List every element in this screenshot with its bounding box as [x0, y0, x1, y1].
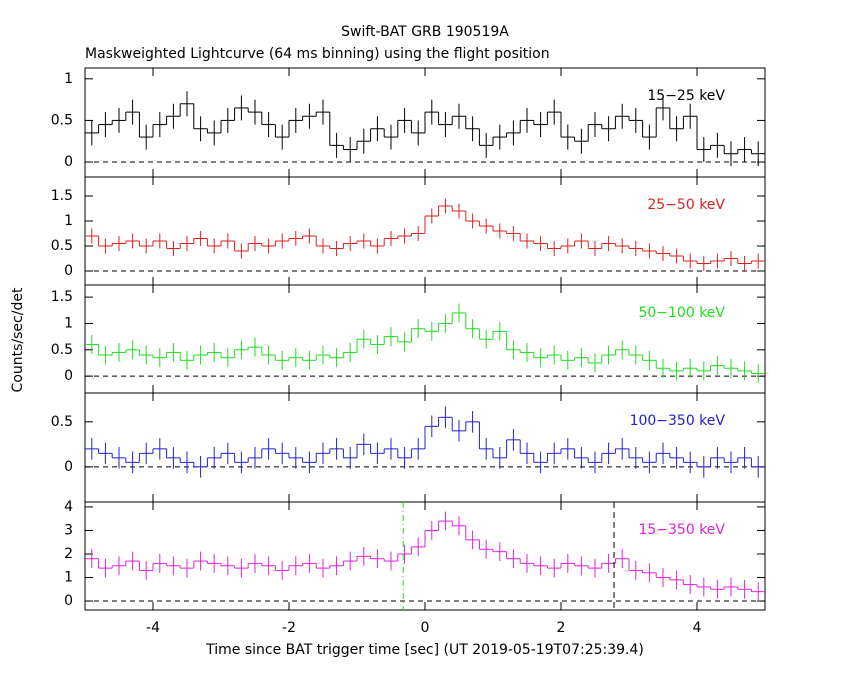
y-tick-label: 0.5	[51, 414, 73, 430]
chart-subtitle: Maskweighted Lightcurve (64 ms binning) …	[85, 46, 550, 62]
y-tick-label: 0	[64, 368, 73, 384]
y-tick-label: 3	[64, 522, 73, 538]
y-tick-label: 1.5	[51, 188, 73, 204]
chart-title: Swift-BAT GRB 190519A	[341, 24, 509, 40]
panel-frame	[84, 501, 766, 611]
y-tick-label: 0	[64, 593, 73, 609]
x-tick-label: 2	[557, 620, 566, 636]
y-tick-label: 0	[64, 459, 73, 475]
y-tick-label: 2	[64, 546, 73, 562]
x-tick-label: -4	[146, 620, 160, 636]
y-tick-label: 0.5	[51, 238, 73, 254]
y-tick-label: 4	[64, 499, 73, 515]
series-label: 25−50 keV	[647, 197, 725, 213]
series-label: 15−25 keV	[647, 88, 725, 104]
x-tick-label: 0	[421, 620, 430, 636]
x-axis-label: Time since BAT trigger time [sec] (UT 20…	[205, 642, 644, 658]
y-tick-label: 0.5	[51, 342, 73, 358]
y-tick-label: 1	[64, 570, 73, 586]
x-tick-label: -2	[282, 620, 296, 636]
y-tick-label: 1	[64, 315, 73, 331]
y-axis-label: Counts/sec/det	[10, 287, 26, 392]
series-label: 100−350 keV	[630, 413, 726, 429]
y-tick-label: 0	[64, 154, 73, 170]
y-tick-label: 1	[64, 213, 73, 229]
y-tick-label: 1	[64, 71, 73, 87]
series-label: 50−100 keV	[638, 305, 725, 321]
y-tick-label: 0	[64, 263, 73, 279]
y-tick-label: 0.5	[51, 112, 73, 128]
y-tick-label: 1.5	[51, 289, 73, 305]
x-tick-label: 4	[693, 620, 702, 636]
series-label: 15−350 keV	[638, 522, 725, 538]
